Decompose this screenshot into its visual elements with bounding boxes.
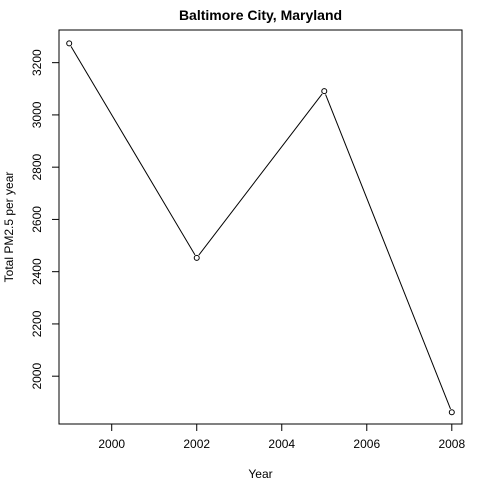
data-point-2005 (321, 88, 328, 95)
data-point-2008 (448, 409, 455, 416)
y-axis-label: Total PM2.5 per year (2, 172, 16, 283)
x-tick-label-2006: 2006 (353, 437, 380, 451)
y-tick-label-3200: 3200 (30, 49, 44, 76)
line-segment-1999-2002 (70, 46, 196, 256)
plot-frame (58, 29, 463, 425)
x-tick-label-2002: 2002 (183, 437, 210, 451)
line-segment-2005-2008 (325, 94, 451, 410)
y-tick-label-2400: 2400 (30, 258, 44, 285)
x-axis-label: Year (248, 467, 272, 480)
y-axis: 2000 2200 2400 2600 2800 3000 3200 (30, 49, 60, 390)
y-tick-label-2000: 2000 (30, 363, 44, 390)
line-segment-2002-2005 (198, 93, 323, 256)
x-tick-label-2000: 2000 (98, 437, 125, 451)
series-total-pm25 (66, 40, 455, 416)
x-tick-label-2004: 2004 (268, 437, 295, 451)
x-tick-label-2008: 2008 (438, 437, 465, 451)
y-tick-label-2600: 2600 (30, 206, 44, 233)
data-point-1999 (66, 40, 73, 47)
x-axis: 2000 2002 2004 2006 2008 (98, 423, 465, 451)
chart-title: Baltimore City, Maryland (179, 7, 342, 23)
y-tick-label-3000: 3000 (30, 101, 44, 128)
y-tick-label-2200: 2200 (30, 310, 44, 337)
y-tick-label-2800: 2800 (30, 153, 44, 180)
data-point-2002 (193, 254, 200, 261)
